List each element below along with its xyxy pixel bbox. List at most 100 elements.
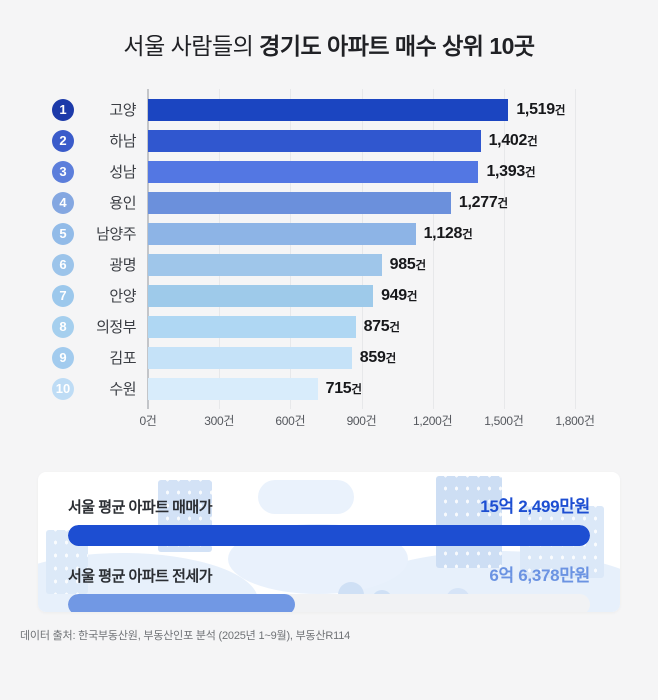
bar-value: 715건 xyxy=(326,380,362,398)
bar xyxy=(148,346,352,369)
bar-value-number: 1,128 xyxy=(423,224,463,242)
bar-area: 1,402건 xyxy=(148,129,575,152)
bar-value-number: 1,277 xyxy=(458,193,498,211)
bar-value-unit: 건 xyxy=(524,166,536,179)
summary-stat-value: 15억 2,499만원 xyxy=(480,497,590,516)
rank-badge: 10 xyxy=(52,377,74,400)
bar-category-label: 성남 xyxy=(109,164,136,181)
bar xyxy=(148,315,356,338)
rank-badge: 1 xyxy=(52,98,74,121)
bar xyxy=(148,284,374,307)
cloud-shape xyxy=(258,480,354,514)
bar-chart-row: 9 김포 859건 xyxy=(0,342,658,373)
bar xyxy=(148,191,451,214)
bar-value: 859건 xyxy=(360,349,396,367)
bar-category-label: 수원 xyxy=(109,381,136,398)
bar-value-unit: 건 xyxy=(385,352,397,365)
rank-badge: 4 xyxy=(52,191,74,214)
rank-badge: 3 xyxy=(52,160,74,183)
bar-value-unit: 건 xyxy=(351,383,362,396)
summary-stat-label: 서울 평균 아파트 매매가 xyxy=(68,499,213,516)
bar-value-number: 949 xyxy=(381,286,407,304)
bar-value-unit: 건 xyxy=(406,290,418,303)
bar-value-number: 1,393 xyxy=(486,162,525,180)
bar-value-unit: 건 xyxy=(497,197,509,210)
bar-category-label: 의정부 xyxy=(96,319,136,336)
x-tick-label: 300건 xyxy=(204,414,235,428)
bar-value-number: 859 xyxy=(359,348,386,366)
bar-chart-row: 3 성남 1,393건 xyxy=(0,156,658,187)
bar-area: 859건 xyxy=(148,346,575,369)
bar-value-unit: 건 xyxy=(389,321,400,334)
bar-chart-row: 7 안양 949건 xyxy=(0,280,658,311)
bar-value-number: 875 xyxy=(363,317,390,335)
bar-rows: 1 고양 1,519건 2 하남 1,402건 3 성남 1,393건 4 용인… xyxy=(0,94,658,404)
bar-value: 1,402건 xyxy=(489,132,538,150)
bar-chart-row: 10 수원 715건 xyxy=(0,373,658,404)
summary-rows: 서울 평균 아파트 매매가 15억 2,499만원 서울 평균 아파트 전세가 … xyxy=(38,472,620,612)
bar xyxy=(148,377,318,400)
bar-chart: 1 고양 1,519건 2 하남 1,402건 3 성남 1,393건 4 용인… xyxy=(0,89,658,432)
x-axis: 0건 300건 600건 900건 1,200건 1,500건 1,800건 xyxy=(139,412,595,432)
summary-bar-fill xyxy=(68,594,296,612)
x-tick-label: 1,500건 xyxy=(484,414,524,428)
bar-value: 1,277건 xyxy=(459,194,508,212)
summary-bar-track xyxy=(68,525,590,546)
x-tick-label: 600건 xyxy=(275,414,306,428)
bar-chart-row: 6 광명 985건 xyxy=(0,249,658,280)
bar-chart-row: 2 하남 1,402건 xyxy=(0,125,658,156)
rank-badge: 7 xyxy=(52,284,74,307)
bar-area: 875건 xyxy=(148,315,575,338)
bar-value: 985건 xyxy=(390,256,426,274)
bar xyxy=(148,253,382,276)
bar xyxy=(148,222,416,245)
bar-value-unit: 건 xyxy=(462,228,473,241)
x-tick-label: 900건 xyxy=(346,414,377,428)
bar-category-label: 안양 xyxy=(109,288,136,305)
page-title-bold: 경기도 아파트 매수 상위 10곳 xyxy=(259,33,535,59)
bar-value: 1,128건 xyxy=(424,225,473,243)
rank-badge: 9 xyxy=(52,346,74,369)
summary-panel: 서울 평균 아파트 매매가 15억 2,499만원 서울 평균 아파트 전세가 … xyxy=(38,472,620,612)
page-title: 서울 사람들의 경기도 아파트 매수 상위 10곳 xyxy=(0,30,658,62)
bar-value: 875건 xyxy=(364,318,400,336)
building-shape xyxy=(436,476,502,568)
chart-gridlines xyxy=(147,89,576,409)
bar-value: 949건 xyxy=(381,287,417,305)
bar-value-number: 715 xyxy=(325,379,352,397)
bar-area: 1,128건 xyxy=(148,222,575,245)
bar-area: 1,519건 xyxy=(148,98,575,121)
rank-badge: 6 xyxy=(52,253,74,276)
bar-value-number: 1,519 xyxy=(516,100,555,118)
summary-stat-value: 6억 6,378만원 xyxy=(489,566,590,585)
bar xyxy=(148,98,509,121)
bar-area: 1,393건 xyxy=(148,160,575,183)
x-tick-label: 0건 xyxy=(139,414,157,428)
bar xyxy=(148,160,479,183)
x-tick-label: 1,800건 xyxy=(555,414,595,428)
bar-category-label: 고양 xyxy=(109,102,136,119)
bar-chart-row: 4 용인 1,277건 xyxy=(0,187,658,218)
bar-value-unit: 건 xyxy=(527,135,538,148)
bar-category-label: 광명 xyxy=(109,257,136,274)
rank-badge: 2 xyxy=(52,129,74,152)
bar-category-label: 김포 xyxy=(109,350,136,367)
bar-category-label: 용인 xyxy=(109,195,136,212)
summary-bar-fill xyxy=(68,525,590,546)
bar-chart-row: 8 의정부 875건 xyxy=(0,311,658,342)
bar-area: 985건 xyxy=(148,253,575,276)
bar-area: 1,277건 xyxy=(148,191,575,214)
bar-value: 1,519건 xyxy=(516,101,565,119)
x-tick-label: 1,200건 xyxy=(413,414,453,428)
bar-value-number: 1,402 xyxy=(488,131,528,149)
summary-stat-label: 서울 평균 아파트 전세가 xyxy=(68,568,213,585)
bar-chart-row: 1 고양 1,519건 xyxy=(0,94,658,125)
rank-badge: 5 xyxy=(52,222,74,245)
bar-value-number: 985 xyxy=(389,255,416,273)
bar-value-unit: 건 xyxy=(415,259,427,272)
page-title-regular: 서울 사람들의 xyxy=(123,33,260,59)
bar-value: 1,393건 xyxy=(486,163,535,181)
rank-badge: 8 xyxy=(52,315,74,338)
bar-category-label: 하남 xyxy=(109,133,136,150)
bar-chart-row: 5 남양주 1,128건 xyxy=(0,218,658,249)
